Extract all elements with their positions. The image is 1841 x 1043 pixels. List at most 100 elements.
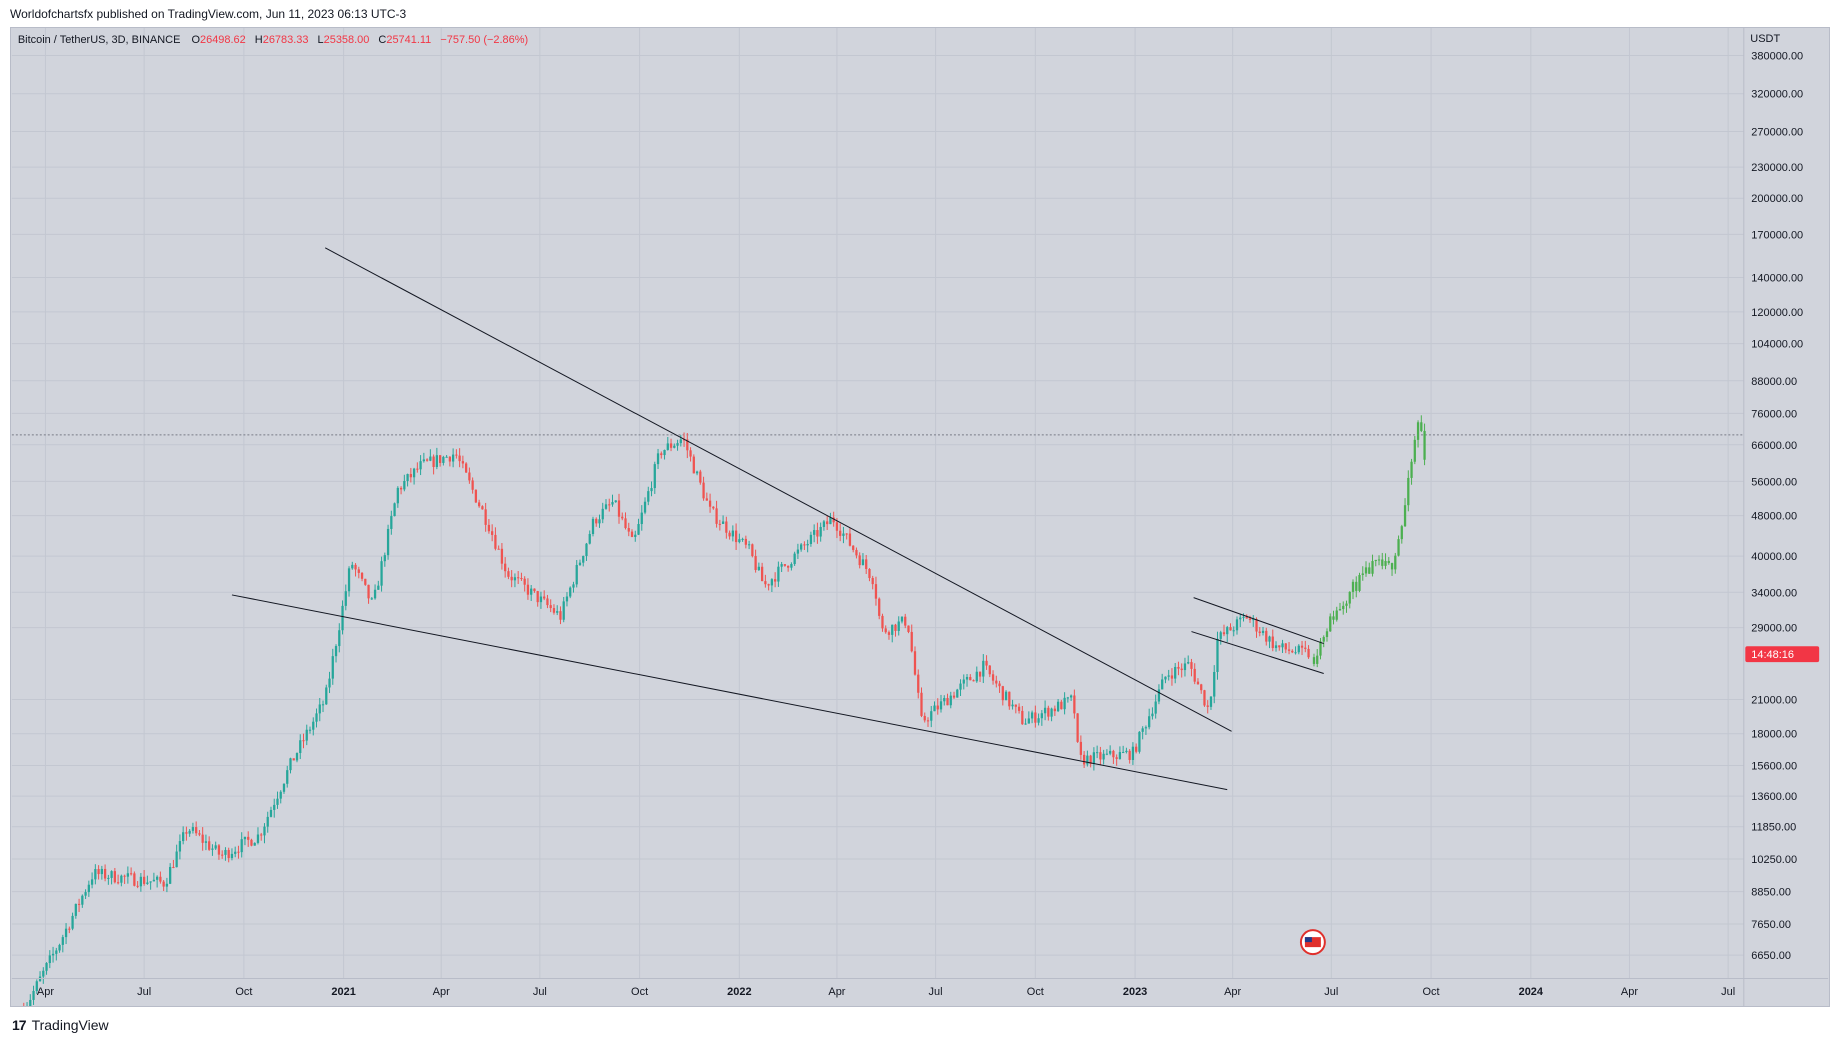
candle-body [1287,649,1291,651]
candle-body [813,530,816,535]
candle-body [136,885,139,887]
candle-body [282,783,286,792]
candle-body [383,555,386,562]
candle-body [718,523,721,525]
candle-body [344,591,347,606]
candle-body [819,526,822,537]
trendlines [231,247,1324,791]
candle-body [156,876,159,880]
candle-body [250,839,253,846]
time-tick-label: Oct [1423,986,1440,998]
projection-bar-body [1361,573,1364,576]
time-tick-label: Apr [433,986,450,998]
price-tick-label: 6650.00 [1751,950,1791,962]
candle-body [913,651,917,675]
candle-body [191,827,195,831]
candle-body [556,611,559,613]
projection-bar-body [1423,430,1426,460]
candle-body [432,456,435,467]
candle-body [510,576,513,581]
candle-body [721,521,725,524]
candle-body [1004,691,1008,701]
candle-body [930,711,933,721]
candle-body [783,564,787,566]
candle-body [461,461,465,464]
legend-symbol: Bitcoin / TetherUS, 3D, BINANCE [18,34,181,46]
projection-series [1312,415,1426,668]
candle-body [666,443,669,450]
candle-body [829,517,832,525]
candle-body [1099,752,1102,760]
footer-brand[interactable]: TradingView [31,1017,109,1033]
projection-bar-body [1316,655,1319,664]
candle-body [1125,750,1128,753]
candle-body [539,596,543,603]
candle-body [68,928,71,930]
candle-body [881,615,884,629]
time-tick-label: 2024 [1519,986,1544,998]
price-tick-label: 320000.00 [1751,89,1803,101]
candle-body [1307,648,1310,658]
price-tick-label: 230000.00 [1751,162,1803,174]
candle-body [995,680,998,684]
candle-body [318,704,321,714]
candle-body [152,879,156,882]
time-tick-label: Jul [929,986,943,998]
candle-body [1024,723,1027,725]
candle-body [48,955,51,964]
candle-body [985,660,988,666]
candle-body [676,443,679,446]
projection-bar-body [1371,561,1374,574]
candle-body [471,480,474,490]
price-scale[interactable]: USDT 380000.00 320000.00 270000.00 230000.0… [1750,33,1803,962]
symbol-legend[interactable]: Bitcoin / TetherUS, 3D, BINANCE O26498.6… [18,34,528,46]
price-tick-label: 56000.00 [1751,476,1797,488]
candle-body [380,561,383,586]
candle-body [640,512,643,525]
svg-text:Bitcoin / TetherUS, 3D, BINANC: Bitcoin / TetherUS, 3D, BINANCE O26498.6… [18,34,528,46]
candle-body [1157,689,1161,702]
candle-body [299,740,302,754]
candle-body [182,832,185,842]
candle-body [1112,750,1115,758]
candle-body [991,674,995,681]
candle-body [643,501,647,513]
chart-area[interactable]: USDT 380000.00 320000.00 270000.00 230000.0… [10,27,1830,1007]
candle-body [113,871,116,883]
candle-body [497,548,500,550]
candle-body [230,853,234,859]
candle-body [331,656,334,679]
candle-body [247,836,250,840]
candle-body [253,842,256,846]
legend-low-value: 25358.00 [324,34,370,46]
candle-body [1167,675,1170,677]
candle-body [809,534,813,544]
candle-body [868,568,871,579]
candle-body [900,616,904,622]
candle-body [107,877,110,879]
candle-body [1050,708,1053,717]
price-tick-label: 11850.00 [1751,822,1796,834]
candle-body [520,578,523,580]
candle-body [565,596,569,602]
candle-body [35,981,38,991]
candle-body [760,566,764,582]
candle-body [897,621,900,631]
projection-bar-body [1342,605,1345,610]
candle-body [767,584,770,586]
candle-body [120,875,123,883]
candle-body [559,611,562,620]
footer: 17 TradingView [12,1017,109,1033]
legend-close-label: C [378,34,386,46]
candle-body [624,518,627,529]
candle-body [1203,690,1206,706]
candle-body [835,522,839,531]
candle-body [142,876,146,884]
candle-body [910,631,913,652]
candle-body [386,528,390,556]
candle-body [1235,619,1239,631]
candle-body [1043,707,1047,714]
time-scale[interactable]: Apr Jul Oct 2021 Apr Jul Oct 2022 Apr Jul Oct 2023 A… [37,986,1735,998]
candle-body [611,502,614,505]
event-flag-icon[interactable] [1299,929,1326,956]
